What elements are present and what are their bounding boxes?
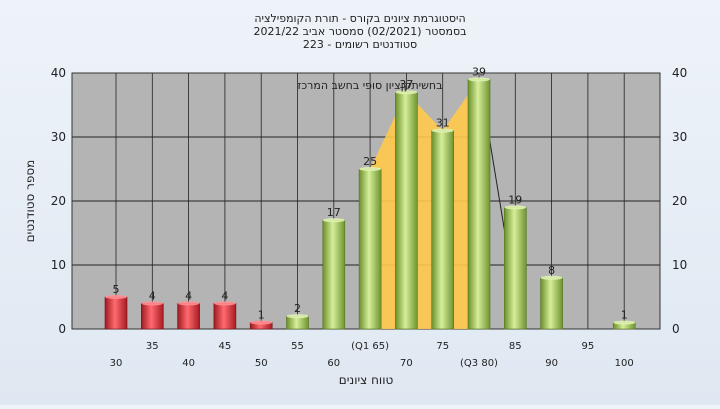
bar-cap <box>322 218 345 223</box>
x-tick-label: 45 <box>219 341 232 352</box>
bar <box>503 207 527 330</box>
value-label: 17 <box>327 206 341 219</box>
y-tick-label-left: 0 <box>58 322 66 336</box>
x-axis-label: טווח ציונים <box>339 373 394 387</box>
y-tick-label-right: 40 <box>672 66 687 80</box>
value-label: 25 <box>363 155 377 168</box>
bar-cap <box>504 205 527 210</box>
y-tick-label-left: 20 <box>51 194 66 208</box>
bar <box>395 91 418 330</box>
bar-cap <box>395 90 418 95</box>
bar <box>431 130 455 330</box>
value-label: 39 <box>472 65 486 78</box>
value-label: 2 <box>294 302 301 315</box>
bar <box>177 303 200 330</box>
x-tick-label: 50 <box>255 358 268 369</box>
value-label: 4 <box>149 289 156 302</box>
bar <box>213 303 237 330</box>
y-tick-label-right: 0 <box>672 322 680 336</box>
value-label: 5 <box>113 283 120 296</box>
value-label: 8 <box>548 264 555 277</box>
bar-cap <box>613 320 636 325</box>
bar-cap <box>540 275 563 280</box>
y-axis-label: מספר סטודנטים <box>23 160 37 243</box>
value-label: 19 <box>508 193 522 206</box>
x-tick-label: 85 <box>509 341 522 352</box>
x-tick-label: 60 <box>327 358 340 369</box>
x-tick-label: 35 <box>146 341 159 352</box>
bar-cap <box>431 128 454 133</box>
bar <box>540 277 563 330</box>
value-labels: 5 4 4 4 1 2 17 25 37 31 39 19 8 1 <box>113 65 628 321</box>
x-tick-label: 100 <box>615 358 634 369</box>
y-tick-label-right: 10 <box>672 258 687 272</box>
bar <box>358 168 382 330</box>
x-tick-label: (Q3 80) <box>460 358 498 369</box>
title-line-1: היסטוגרמת ציונים בקורס - תורת הקומפילציה <box>254 12 465 25</box>
x-tick-label: 40 <box>182 358 195 369</box>
value-label: 1 <box>621 309 628 322</box>
bar-cap <box>105 295 127 299</box>
x-tick-label: 90 <box>545 358 558 369</box>
x-tick-label: 70 <box>400 358 413 369</box>
title-line-2: בסמסטר (02/2021) סמסטר אביב 2021/22 <box>253 25 466 38</box>
bar-cap <box>141 301 164 306</box>
bar-cap <box>359 167 382 171</box>
x-tick-label: 30 <box>110 358 123 369</box>
x-axis-ticks: 30 40 50 60 70 (Q3 80) 90 100 35 45 55 (Q1 65) 75 85 9… <box>110 341 634 369</box>
chart-annotation: בחשיתקןציון סופי בחשב המרכז <box>298 79 443 92</box>
bar-cap <box>468 77 490 82</box>
bar-series <box>104 77 636 330</box>
bar <box>467 79 491 330</box>
chart-title: היסטוגרמת ציונים בקורס - תורת הקומפילציה… <box>253 12 466 51</box>
y-tick-label-left: 30 <box>51 130 66 144</box>
y-tick-label-left: 10 <box>51 258 66 272</box>
x-tick-label: 95 <box>582 341 595 352</box>
x-tick-label: (Q1 65) <box>351 341 389 352</box>
bar <box>322 219 346 330</box>
bar <box>104 296 128 330</box>
bar-cap <box>213 301 236 306</box>
bar-cap <box>177 301 200 306</box>
value-label: 1 <box>258 309 265 322</box>
bar-cap <box>250 320 273 325</box>
title-line-3: סטודנטים רשומים - 223 <box>303 38 417 51</box>
bar-cap <box>286 314 309 319</box>
y-axis-left: 0 10 20 30 40 <box>51 66 66 336</box>
value-label: 31 <box>436 117 450 130</box>
iqr-band-area <box>359 79 490 330</box>
value-label: 4 <box>221 289 228 302</box>
bar <box>141 303 164 330</box>
value-label: 4 <box>185 289 192 302</box>
value-label: 37 <box>399 78 413 91</box>
y-tick-label-left: 40 <box>51 66 66 80</box>
x-tick-label: 75 <box>436 341 449 352</box>
y-tick-label-right: 30 <box>672 130 687 144</box>
y-axis-right: 0 10 20 30 40 <box>672 66 687 336</box>
y-tick-label-right: 20 <box>672 194 687 208</box>
x-tick-label: 55 <box>291 341 304 352</box>
